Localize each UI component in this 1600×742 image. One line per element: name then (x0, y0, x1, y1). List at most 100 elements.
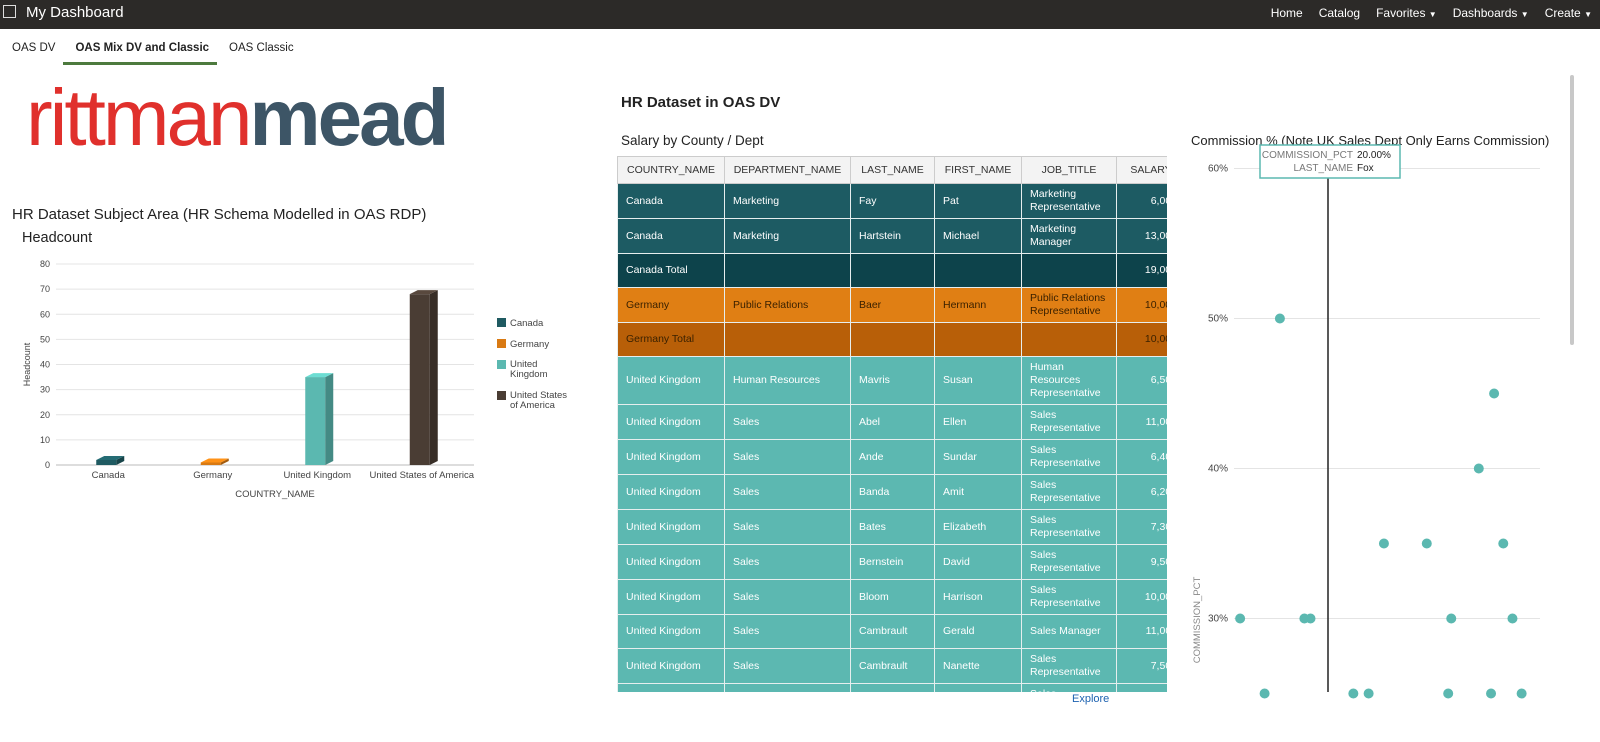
bar-top (409, 290, 438, 295)
cell: United Kingdom (617, 648, 725, 684)
tab[interactable]: OAS Classic (229, 42, 294, 54)
y-tick-label: 10 (40, 435, 50, 445)
explore-link[interactable]: Explore (1072, 693, 1110, 705)
y-tick-label: 60% (1208, 164, 1228, 175)
cell: United Kingdom (617, 579, 725, 615)
cell: 19,000 (1116, 253, 1167, 288)
cell: Sales Representative (1021, 579, 1117, 615)
tab[interactable]: OAS DV (12, 42, 56, 54)
point (1498, 538, 1509, 549)
cell (850, 253, 935, 288)
legend-label: United States of America (510, 390, 567, 411)
cell (1021, 253, 1117, 288)
cell: Germany (617, 287, 725, 323)
data-row: United Kingdom Sales Banda Amit Sales Repres… (617, 474, 1167, 510)
point (1489, 388, 1500, 399)
tooltip-field: LAST_NAME (1294, 163, 1354, 174)
cell: Canada (617, 183, 725, 219)
tooltip: COMMISSION_PCT 20.00%LAST_NAME Fox (1259, 144, 1401, 179)
data-row: Canada Marketing Fay Pat Marketing Represent… (617, 183, 1167, 219)
cell: Doran (850, 683, 935, 692)
total-row: Canada Total 19,000 (617, 253, 1167, 288)
bar-top (305, 373, 334, 378)
cell: Ellen (934, 404, 1022, 440)
logo-part: rittman (26, 73, 252, 162)
nav-link[interactable]: Home (1270, 6, 1303, 20)
cell: Gerald (934, 614, 1022, 649)
cell: Sales Representative (1021, 509, 1117, 545)
cell: Sales Representative (1021, 439, 1117, 475)
chart-title: Headcount (22, 230, 92, 246)
cell: Sales (724, 614, 851, 649)
header-row: COUNTRY_NAME DEPARTMENT_NAME LAST_NAME FIRS… (617, 156, 1167, 184)
nav-link[interactable]: Catalog (1318, 6, 1361, 20)
y-axis-label: COMMISSION_PCT (1192, 577, 1203, 664)
cell: Bloom (850, 579, 935, 615)
apps-icon[interactable] (3, 5, 16, 18)
y-tick-label: 30 (40, 385, 50, 395)
cell: Bernstein (850, 544, 935, 580)
nav-link[interactable]: Create ▼ (1544, 6, 1592, 20)
cell: Nanette (934, 648, 1022, 684)
nav-link[interactable]: Favorites ▼ (1376, 6, 1437, 20)
cell: Sales (724, 509, 851, 545)
cell: Public Relations (724, 287, 851, 323)
bar (200, 462, 221, 465)
cell: Harrison (934, 579, 1022, 615)
y-tick-label: 30% (1208, 614, 1228, 625)
x-tick-label: United States of America (369, 470, 474, 481)
nav-link[interactable]: Dashboards ▼ (1452, 6, 1529, 20)
cell: 11,000 (1116, 614, 1167, 649)
data-row: United Kingdom Sales Cambrault Gerald Sales … (617, 614, 1167, 649)
bar-top (96, 455, 125, 460)
nav-title: My Dashboard (26, 4, 124, 21)
salary-table: COUNTRY_NAME DEPARTMENT_NAME LAST_NAME FIRS… (617, 156, 1167, 692)
bar-top (200, 458, 229, 463)
cell (934, 322, 1022, 357)
cell: United Kingdom (617, 404, 725, 440)
legend-label: Germany (510, 339, 549, 350)
cell: Public Relations Representative (1021, 287, 1117, 323)
tab-bar: OAS DV OAS Mix DV and Classic OAS Classic (0, 38, 302, 65)
scrollbar[interactable] (1570, 75, 1574, 345)
cell: Baer (850, 287, 935, 323)
y-tick-label: 70 (40, 284, 50, 294)
y-tick-label: 0 (45, 460, 50, 470)
cell: 6,000 (1116, 183, 1167, 219)
cell: 6,400 (1116, 439, 1167, 475)
cell: Sales (724, 544, 851, 580)
cell: United Kingdom (617, 439, 725, 475)
cell: Susan (934, 356, 1022, 405)
x-tick-label: Canada (92, 470, 126, 481)
point (1259, 688, 1270, 699)
data-row: United Kingdom Human Resources Mavris Susan… (617, 356, 1167, 405)
cell: Banda (850, 474, 935, 510)
cell: Sales Manager (1021, 614, 1117, 649)
tab[interactable]: OAS Mix DV and Classic (63, 38, 218, 65)
point (1443, 688, 1454, 699)
bar-side (220, 458, 229, 465)
cell: Elizabeth (934, 509, 1022, 545)
logo: rittmanmead (26, 78, 449, 158)
table-container: COUNTRY_NAME DEPARTMENT_NAME LAST_NAME FIRS… (617, 156, 1167, 692)
data-row: Canada Marketing Hartstein Michael Marketing… (617, 218, 1167, 254)
y-tick-label: 50 (40, 334, 50, 344)
point (1363, 688, 1374, 699)
cell: Hermann (934, 287, 1022, 323)
cell: 7,300 (1116, 509, 1167, 545)
cell: Sales Representative (1021, 404, 1117, 440)
cell: Canada (617, 218, 725, 254)
y-tick-label: 40 (40, 360, 50, 370)
cell: United Kingdom (617, 356, 725, 405)
cell: Sales (724, 439, 851, 475)
cell: United Kingdom (617, 614, 725, 649)
caret: ▼ (1520, 10, 1529, 19)
cell: Sales Representative (1021, 544, 1117, 580)
legend-swatch (497, 360, 506, 369)
top-nav: My Dashboard Home Catalog Favorites ▼ Dashb… (0, 0, 1600, 29)
bar-side (429, 290, 438, 465)
nav-links: Home Catalog Favorites ▼ Dashboards ▼ Create… (1271, 6, 1592, 20)
cell: Amit (934, 474, 1022, 510)
cell: 7,500 (1116, 683, 1167, 692)
